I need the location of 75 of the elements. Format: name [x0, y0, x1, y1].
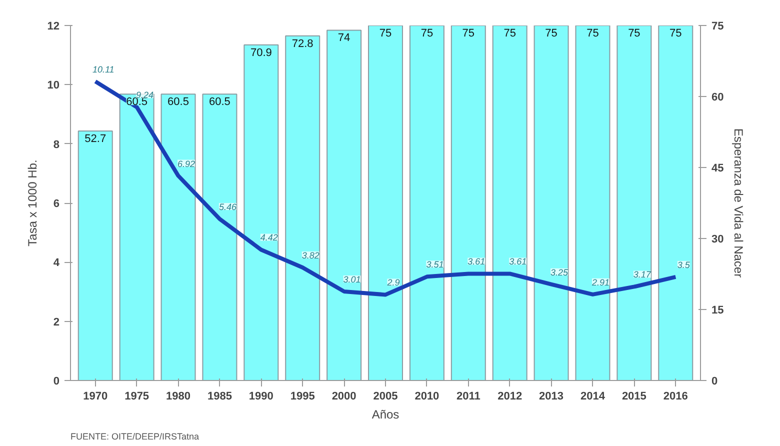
x-tick-label: 2016: [663, 390, 688, 402]
data-label: 2.9: [386, 278, 400, 288]
x-tick-label: 2005: [373, 390, 398, 402]
bar: [492, 26, 528, 380]
data-label: 3.82: [302, 250, 320, 260]
data-label: 2.91: [590, 277, 610, 288]
x-tick-label: 2011: [456, 390, 480, 402]
y2-axis-title: Esperanza de Vida al Nacer: [732, 128, 746, 278]
data-label: 4.42: [260, 232, 278, 243]
data-label: 3.25: [550, 267, 570, 278]
data-label: 75: [420, 28, 434, 40]
data-label: 75: [379, 28, 392, 40]
data-label: 75: [504, 28, 516, 40]
data-label: 10.11: [92, 64, 114, 74]
y-tick-label: 6: [53, 198, 60, 210]
bar: [202, 94, 238, 380]
bar: [326, 30, 362, 380]
y-tick-label: 12: [47, 20, 60, 32]
data-label: 60.5: [168, 96, 189, 108]
data-label: 3.01: [343, 274, 361, 284]
data-label: 70.9: [250, 46, 272, 59]
data-label: 3.51: [426, 260, 444, 270]
source-note: FUENTE: OITE/DEEP/IRSTatna: [70, 432, 200, 442]
y2-tick-label: 15: [712, 304, 724, 316]
data-label: 3.17: [633, 270, 652, 280]
data-label: 75: [628, 28, 640, 40]
x-tick-label: 1995: [290, 390, 315, 402]
bar: [119, 94, 154, 380]
bar: [244, 44, 279, 380]
y2-tick-label: 0: [712, 376, 718, 388]
x-tick-label: 1975: [124, 390, 150, 402]
y-tick-label: 0: [53, 376, 60, 388]
x-tick-label: 2012: [498, 390, 522, 402]
bar: [78, 130, 113, 380]
data-label: 3.61: [468, 256, 486, 267]
x-tick-label: 2015: [622, 390, 646, 402]
x-tick-label: 2010: [414, 390, 440, 402]
x-tick-label: 1970: [83, 390, 108, 402]
data-label: 72.8: [292, 38, 314, 50]
data-label: 5.46: [218, 202, 236, 212]
x-tick-label: 2000: [332, 390, 356, 402]
bar: [285, 35, 320, 380]
bar: [534, 26, 569, 380]
y-tick-label: 10: [47, 80, 60, 92]
data-label: 75: [462, 28, 475, 40]
x-tick-label: 2013: [539, 390, 564, 402]
x-tick-label: 2014: [580, 390, 606, 402]
x-tick-label: 1985: [207, 390, 232, 402]
y-axis-title: Tasa x 1000 Hb.: [25, 160, 40, 246]
y2-tick-label: 60: [712, 92, 724, 104]
bar: [409, 26, 444, 380]
y2-tick-label: 30: [712, 234, 724, 246]
y-tick-label: 8: [53, 138, 60, 151]
bar: [616, 26, 652, 380]
data-label: 3.61: [509, 256, 527, 267]
data-label: 6.92: [178, 158, 196, 169]
bar: [658, 26, 694, 380]
x-tick-label: 1980: [166, 390, 191, 402]
bar: [368, 26, 403, 380]
data-label: 52.7: [84, 133, 106, 146]
data-label: 75: [545, 28, 558, 40]
bar: [575, 26, 610, 380]
y2-tick-label: 45: [712, 162, 724, 174]
bar: [450, 26, 486, 380]
y2-tick-label: 75: [712, 20, 724, 32]
bar: [160, 94, 196, 380]
data-label: 75: [670, 28, 682, 40]
data-label: 75: [586, 28, 599, 40]
y-tick-label: 4: [53, 257, 60, 270]
data-label: 3.5: [677, 260, 691, 270]
data-label: 60.5: [209, 96, 230, 108]
x-axis-title: Años: [372, 408, 400, 422]
data-label: 74: [338, 32, 350, 44]
y-tick-label: 2: [53, 316, 60, 328]
x-tick-label: 1990: [248, 390, 274, 402]
